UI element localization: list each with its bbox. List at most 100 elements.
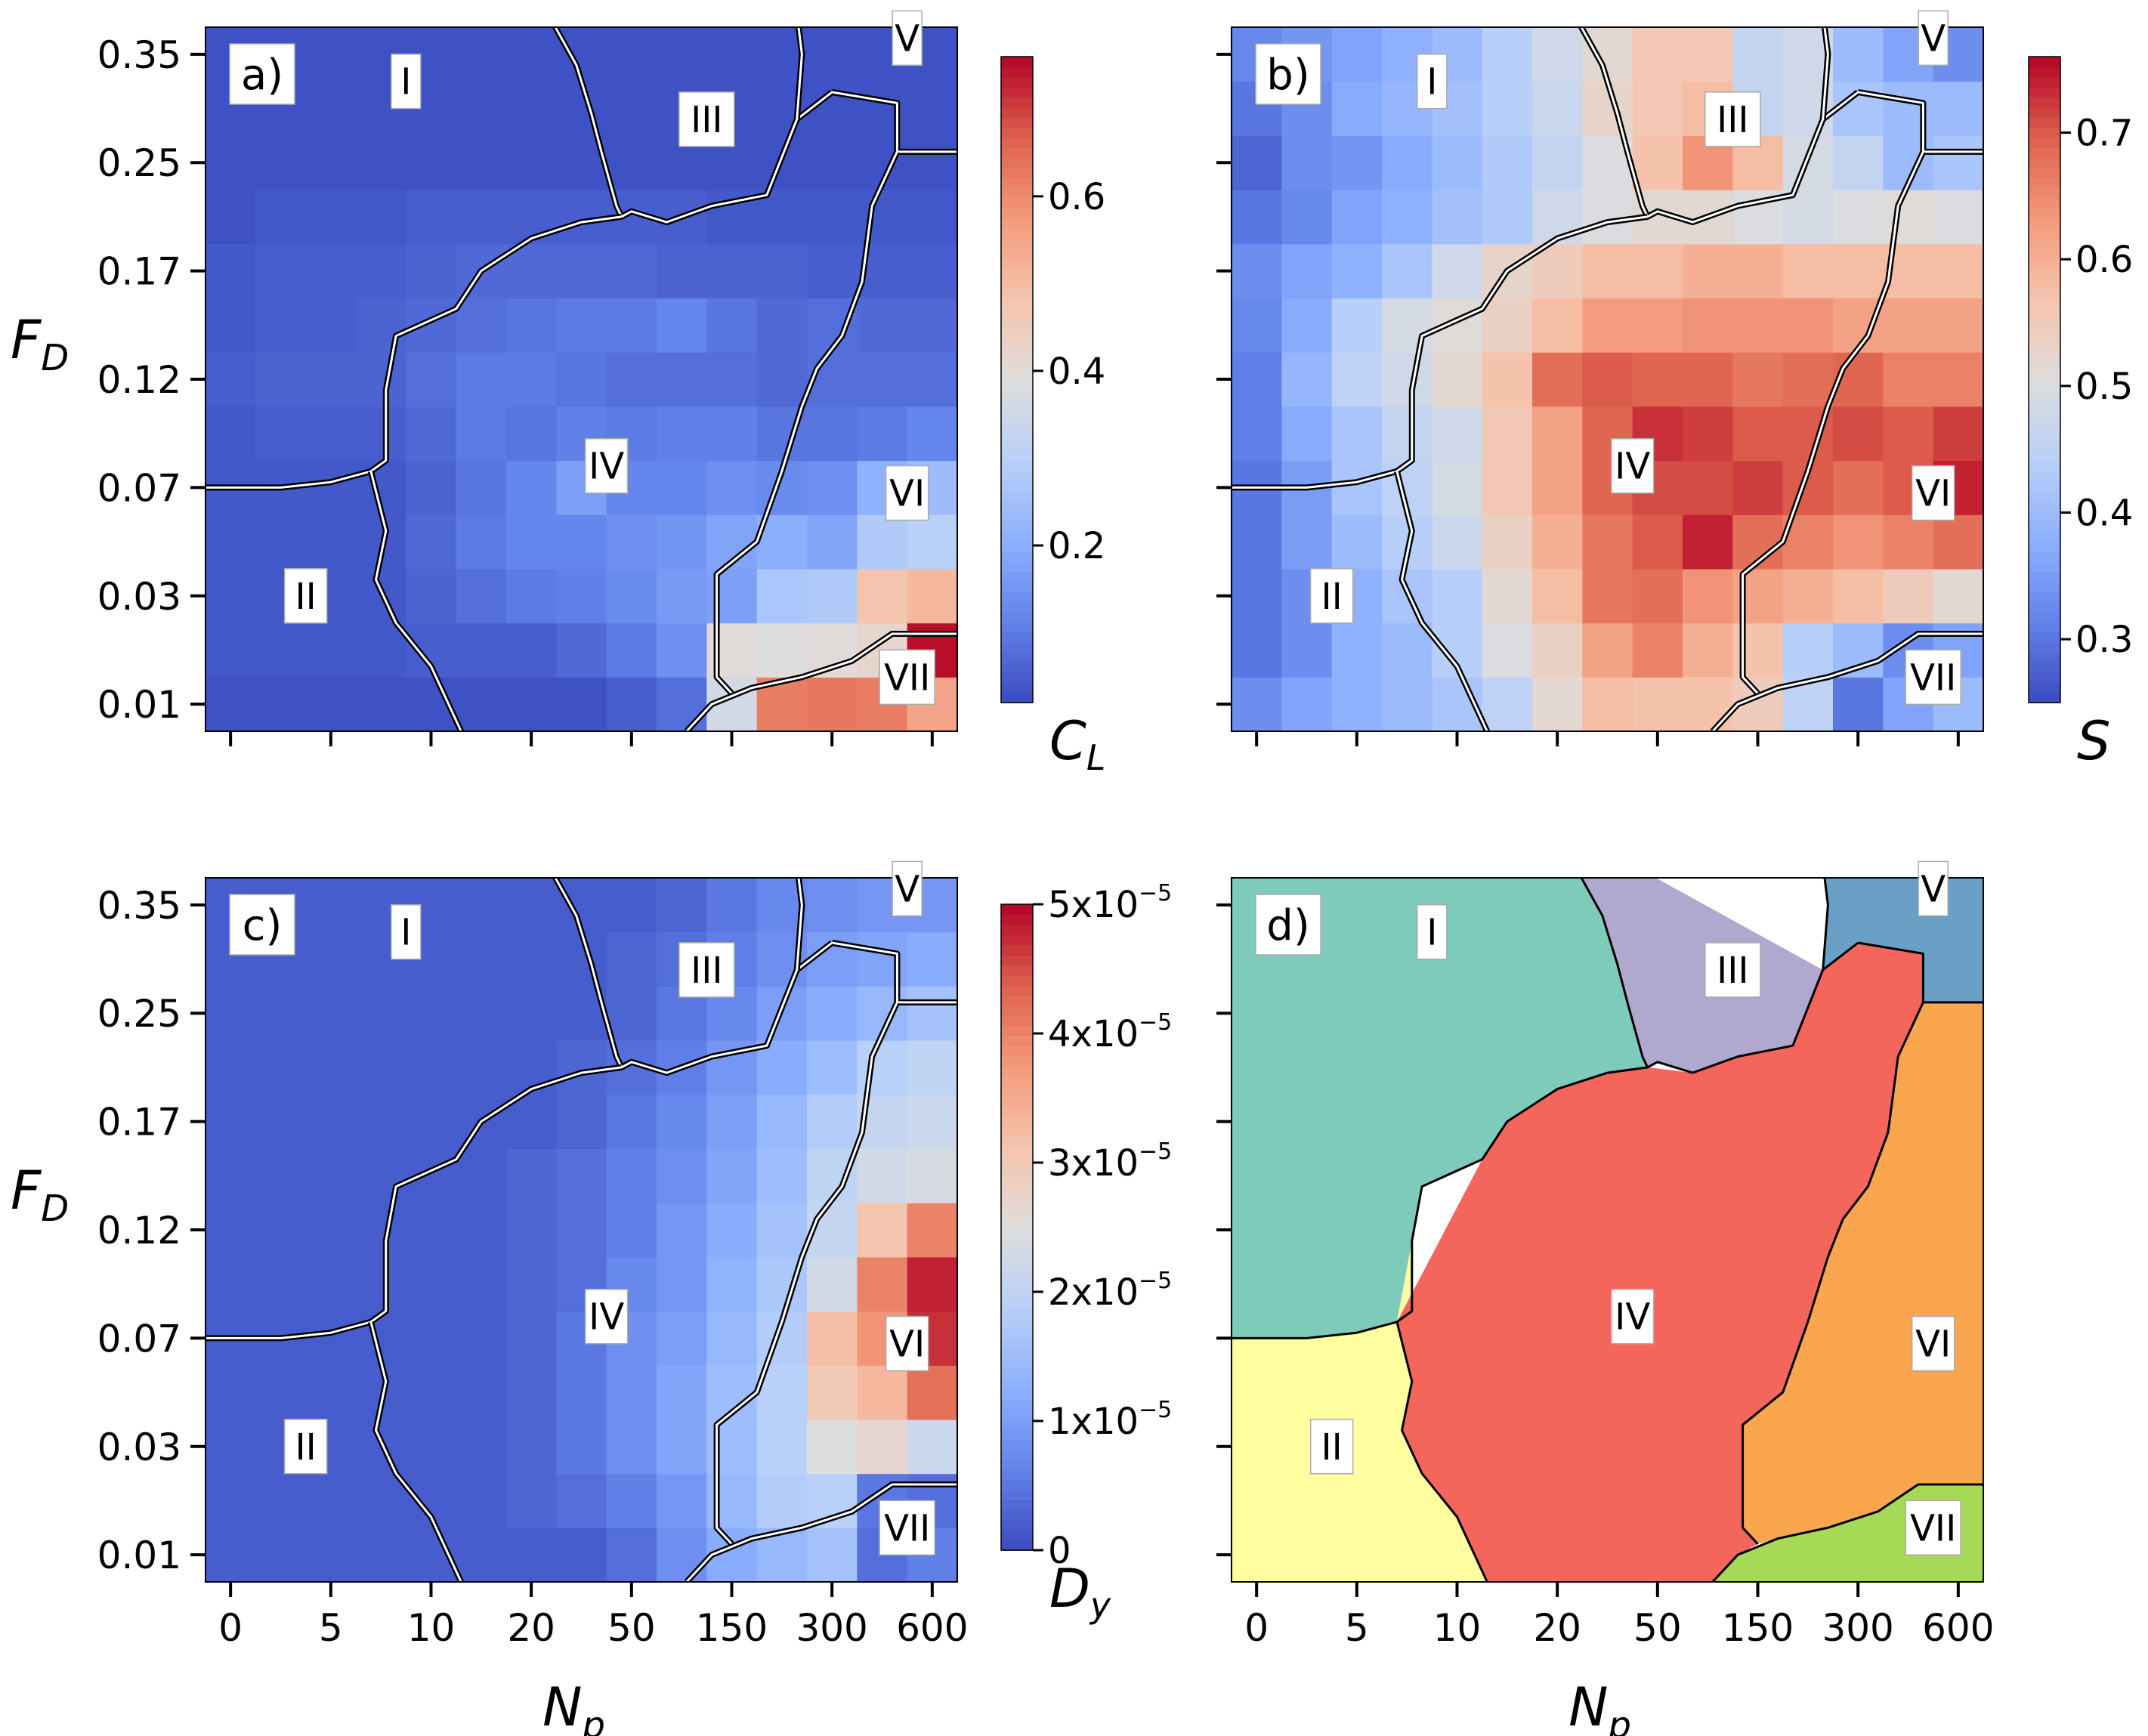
heatmap-cell (506, 931, 557, 987)
colorbar-segment (1001, 450, 1033, 462)
heatmap-cell (456, 1203, 507, 1258)
heatmap-cell (456, 568, 507, 624)
colorbar-segment (1001, 1166, 1033, 1178)
heatmap-cell (406, 243, 457, 299)
heatmap-cell (456, 406, 507, 462)
colorbar-segment (2029, 561, 2060, 573)
heatmap-cell (506, 878, 557, 933)
colorbar-segment (1001, 470, 1033, 481)
region-label: VI (1915, 473, 1951, 515)
heatmap-cells (206, 27, 958, 732)
heatmap-cell (1782, 568, 1834, 624)
heatmap-cell (305, 677, 357, 732)
heatmap-cell (305, 1040, 357, 1095)
heatmap-cell (206, 986, 256, 1041)
colorbar-segment (2029, 289, 2060, 300)
colorbar-segment (2029, 76, 2060, 88)
region-label-box (892, 860, 923, 917)
region-label: V (895, 17, 919, 60)
colorbar-segment (2029, 167, 2060, 179)
heatmap-cell (506, 514, 557, 570)
boundaries (206, 878, 957, 1582)
colorbar-segment (2029, 349, 2060, 360)
heatmap-cell (1432, 460, 1483, 515)
heatmap-cell (1683, 568, 1733, 624)
heatmap-cell (556, 1094, 607, 1150)
heatmap-cell (255, 622, 307, 678)
colorbar-segment (1001, 1217, 1033, 1228)
colorbar-segment (2029, 107, 2060, 118)
heatmap-cell (657, 1365, 707, 1420)
heatmap-cell (1331, 81, 1383, 136)
colorbar-segment (1001, 208, 1033, 219)
colorbar-tick-text: 0.4 (2075, 493, 2133, 535)
heatmap-cell (807, 1040, 858, 1095)
phase-boundary (1395, 471, 1488, 731)
heatmap-cell (1232, 568, 1282, 624)
colorbar-segment (2029, 369, 2060, 381)
heatmap-cell (1683, 677, 1733, 732)
heatmap-cell (406, 135, 457, 190)
heatmap-cell (305, 931, 357, 987)
heatmap-cell (456, 986, 507, 1041)
colorbar-segment (1001, 1398, 1033, 1410)
colorbar-segment (1001, 1187, 1033, 1198)
heatmap-cell (305, 243, 357, 299)
heatmap-cell (1382, 298, 1433, 353)
heatmap-cell (1632, 27, 1683, 82)
colorbar-segment (1001, 440, 1033, 451)
colorbar-segment (2029, 147, 2060, 159)
colorbar-segment (1001, 995, 1033, 1006)
region-label-box (879, 1500, 935, 1556)
heatmap-cell (907, 986, 958, 1041)
heatmap-cell (706, 1256, 758, 1312)
colorbar-tick-text: 3x10 (1048, 1142, 1139, 1185)
heatmap-cell (406, 1040, 457, 1095)
heatmap-cell (1432, 568, 1483, 624)
x-axis-label-sub: p (1607, 1704, 1630, 1736)
heatmap-cell (706, 1203, 758, 1258)
colorbar-segment (1001, 692, 1033, 703)
heatmap-cell (506, 1365, 557, 1420)
colorbar-segment (2029, 359, 2060, 370)
colorbar-segment (1001, 1328, 1033, 1339)
heatmap-cell (506, 1311, 557, 1366)
region-label: I (1426, 912, 1437, 954)
heatmap-cell (1232, 190, 1282, 245)
colorbar-label-main: S (2077, 710, 2110, 772)
colorbar-segment (1001, 147, 1033, 159)
colorbar-segment (1001, 530, 1033, 542)
heatmap-cell (356, 1094, 406, 1150)
heatmap-cell (255, 677, 307, 732)
panel-label: d) (1266, 901, 1309, 950)
y-tick-label: 0.03 (97, 575, 181, 619)
heatmap-cell (255, 190, 307, 245)
heatmap-cell (1833, 27, 1884, 82)
heatmap-cell (206, 1148, 256, 1203)
colorbar-segment (1001, 1176, 1033, 1188)
heatmap-cell (1532, 406, 1583, 462)
colorbar-segment (1001, 278, 1033, 290)
colorbar-segment (1001, 1035, 1033, 1046)
colorbar-segment (2029, 692, 2060, 703)
heatmap-cell (506, 568, 557, 624)
heatmap-cell (506, 243, 557, 299)
heatmap-cell (706, 460, 758, 515)
heatmap-cell (406, 1365, 457, 1420)
heatmap-cell (756, 1473, 808, 1528)
heatmap-cell (206, 352, 256, 407)
colorbar-segment (1001, 641, 1033, 653)
colorbar-segment (1001, 218, 1033, 229)
heatmap-cell (1382, 243, 1433, 299)
colorbar-segment (1001, 1358, 1033, 1370)
heatmap-cell (1331, 135, 1383, 190)
heatmap-cell (807, 27, 858, 82)
x-tick-label: 10 (1433, 1606, 1482, 1650)
heatmap-cell (1833, 460, 1884, 515)
region-label-box (1417, 53, 1448, 110)
region-label-box (879, 649, 935, 706)
phase-boundary (715, 151, 898, 694)
heatmap-cell (1331, 243, 1383, 299)
heatmap-cell (456, 1419, 507, 1475)
